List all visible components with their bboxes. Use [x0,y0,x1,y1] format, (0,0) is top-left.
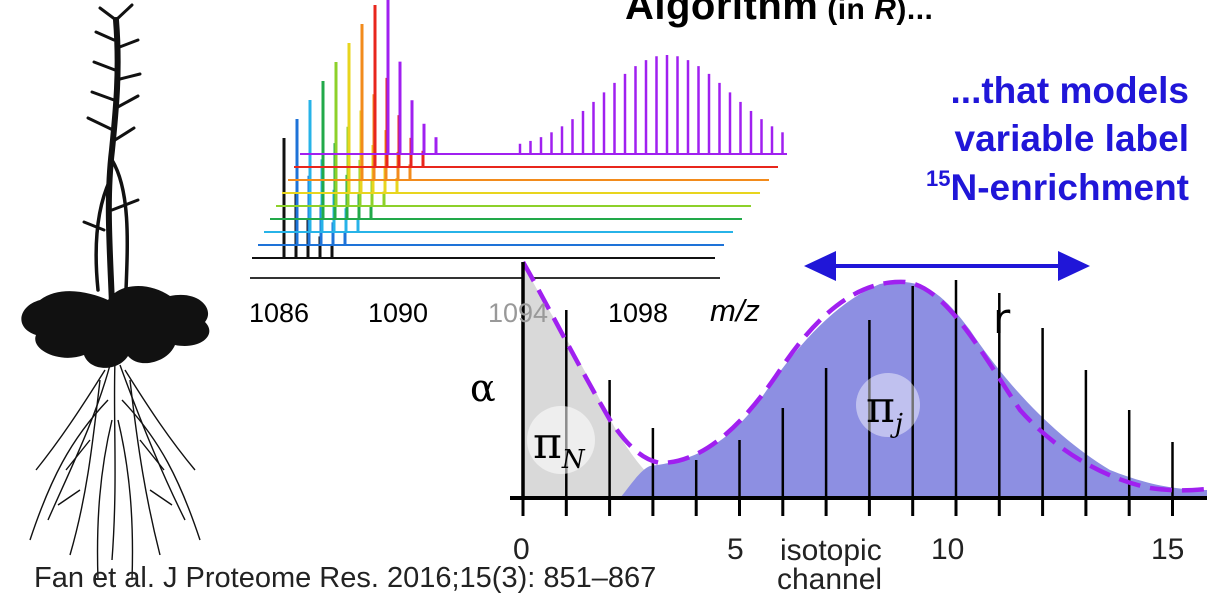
iso-tick-15: 15 [1151,533,1185,566]
isotope-superscript: 15 [926,166,951,191]
isotopic-axis-ticks [521,498,1174,516]
citation: Fan et al. J Proteome Res. 2016;15(3): 8… [34,562,657,594]
pi-n-subscript: N [561,444,585,475]
isotopic-channel-label-2: channel [777,563,883,596]
r-label: r [993,294,1011,343]
isotopic-channel-label-1: isotopic [780,534,882,567]
blue-text-line-2: variable label [954,118,1189,159]
isotope-channel-bars [521,262,1174,498]
title-main: Algorithm [625,0,819,28]
pi-n-symbol: π [533,418,562,469]
pi-j-symbol: π [866,382,895,433]
alpha-label: α [470,366,496,410]
mz-tick-1090: 1090 [368,298,429,328]
pi-j-subscript: j [894,408,903,439]
algorithm-title: Algorithm (in R)... [625,0,933,29]
pi-n-label: πN [533,418,585,475]
title-paren-open: (in [818,0,875,26]
pi-j-label: πj [866,382,903,439]
mz-tick-1098: 1098 [608,298,669,328]
mass-spectrum-traces [252,0,787,259]
iso-tick-10: 10 [931,533,965,566]
mz-tick-1086: 1086 [249,298,310,328]
model-envelope-dashed [521,260,1207,493]
mz-unit-label: m/z [710,293,760,328]
blue-text-line-1: ...that models [950,70,1189,111]
enrichment-label: N-enrichment [950,167,1189,208]
title-paren-close: )... [896,0,934,26]
r-double-arrow [804,251,1090,281]
pi-n-highlight [527,406,595,474]
title-r: R [874,0,897,26]
mz-tick-1094: 1094 [488,298,549,328]
plant-illustration [21,3,210,581]
blue-text-line-3: 15N-enrichment [926,166,1189,209]
isotope-distribution-plot [510,260,1207,516]
iso-tick-5: 5 [727,533,744,566]
pi-j-highlight [856,373,920,437]
iso-tick-0: 0 [513,533,530,566]
